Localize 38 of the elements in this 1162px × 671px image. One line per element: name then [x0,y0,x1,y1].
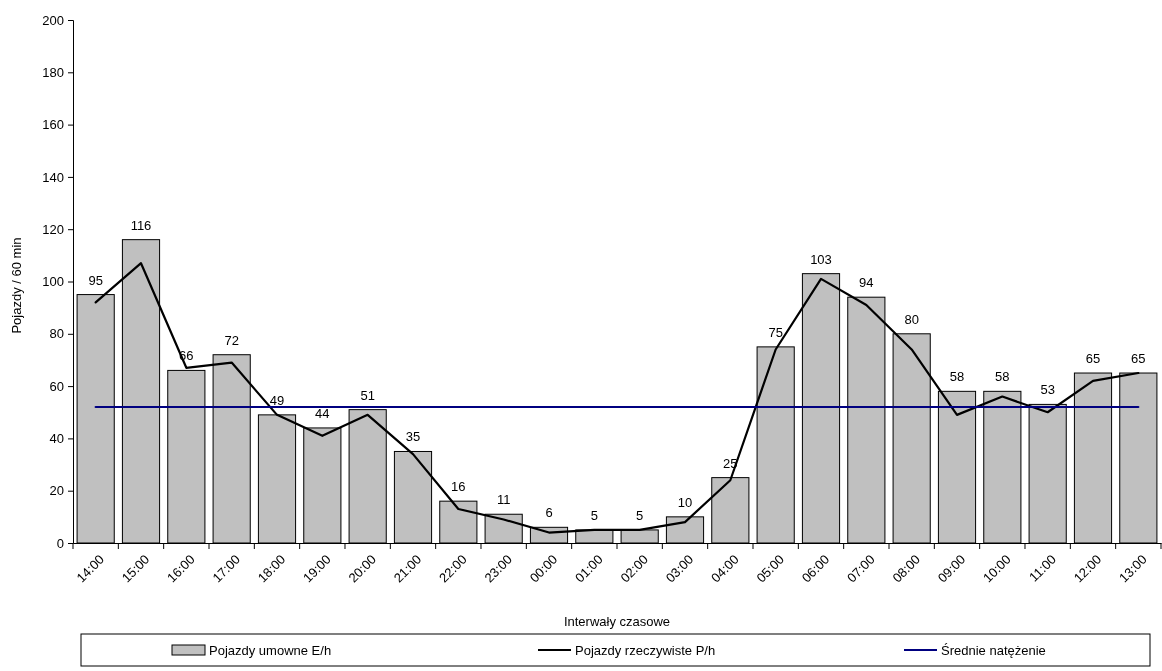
y-tick-label: 140 [42,169,64,185]
data-label: 5 [590,507,598,523]
data-label: 53 [1040,382,1055,398]
data-label: 65 [1131,351,1146,367]
y-tick-label: 80 [49,326,64,342]
y-tick-label: 160 [42,117,64,133]
y-tick-label: 40 [49,431,64,447]
data-label: 94 [859,275,874,291]
data-label: 10 [677,494,693,510]
data-label: 58 [995,369,1010,385]
data-label: 44 [315,405,330,421]
data-label: 49 [269,392,285,408]
data-label: 103 [810,251,832,267]
legend-label: Średnie natężenie [941,642,1046,658]
data-label: 116 [130,217,152,233]
legend-label: Pojazdy rzeczywiste P/h [575,642,716,658]
data-label: 6 [545,505,553,521]
y-axis-title: Pojazdy / 60 min [9,237,24,334]
data-label: 35 [405,429,421,445]
y-tick-label: 0 [56,535,64,551]
data-label: 16 [451,479,466,495]
legend-label: Pojazdy umowne E/h [209,642,332,658]
data-label: 65 [1085,351,1101,367]
data-label: 51 [360,387,375,403]
x-axis-title: Interwały czasowe [563,614,671,629]
y-tick-label: 180 [42,64,64,80]
data-label: 58 [949,369,965,385]
data-label: 5 [636,507,644,523]
data-label: 11 [496,492,511,508]
data-label: 80 [904,311,919,327]
y-tick-label: 120 [42,221,64,237]
y-tick-label: 200 [42,12,64,28]
y-tick-label: 20 [49,483,64,499]
data-label: 75 [768,324,783,340]
data-label: 95 [88,272,103,288]
data-label: 72 [224,332,239,348]
y-tick-label: 60 [49,378,64,394]
y-tick-label: 100 [42,274,64,290]
